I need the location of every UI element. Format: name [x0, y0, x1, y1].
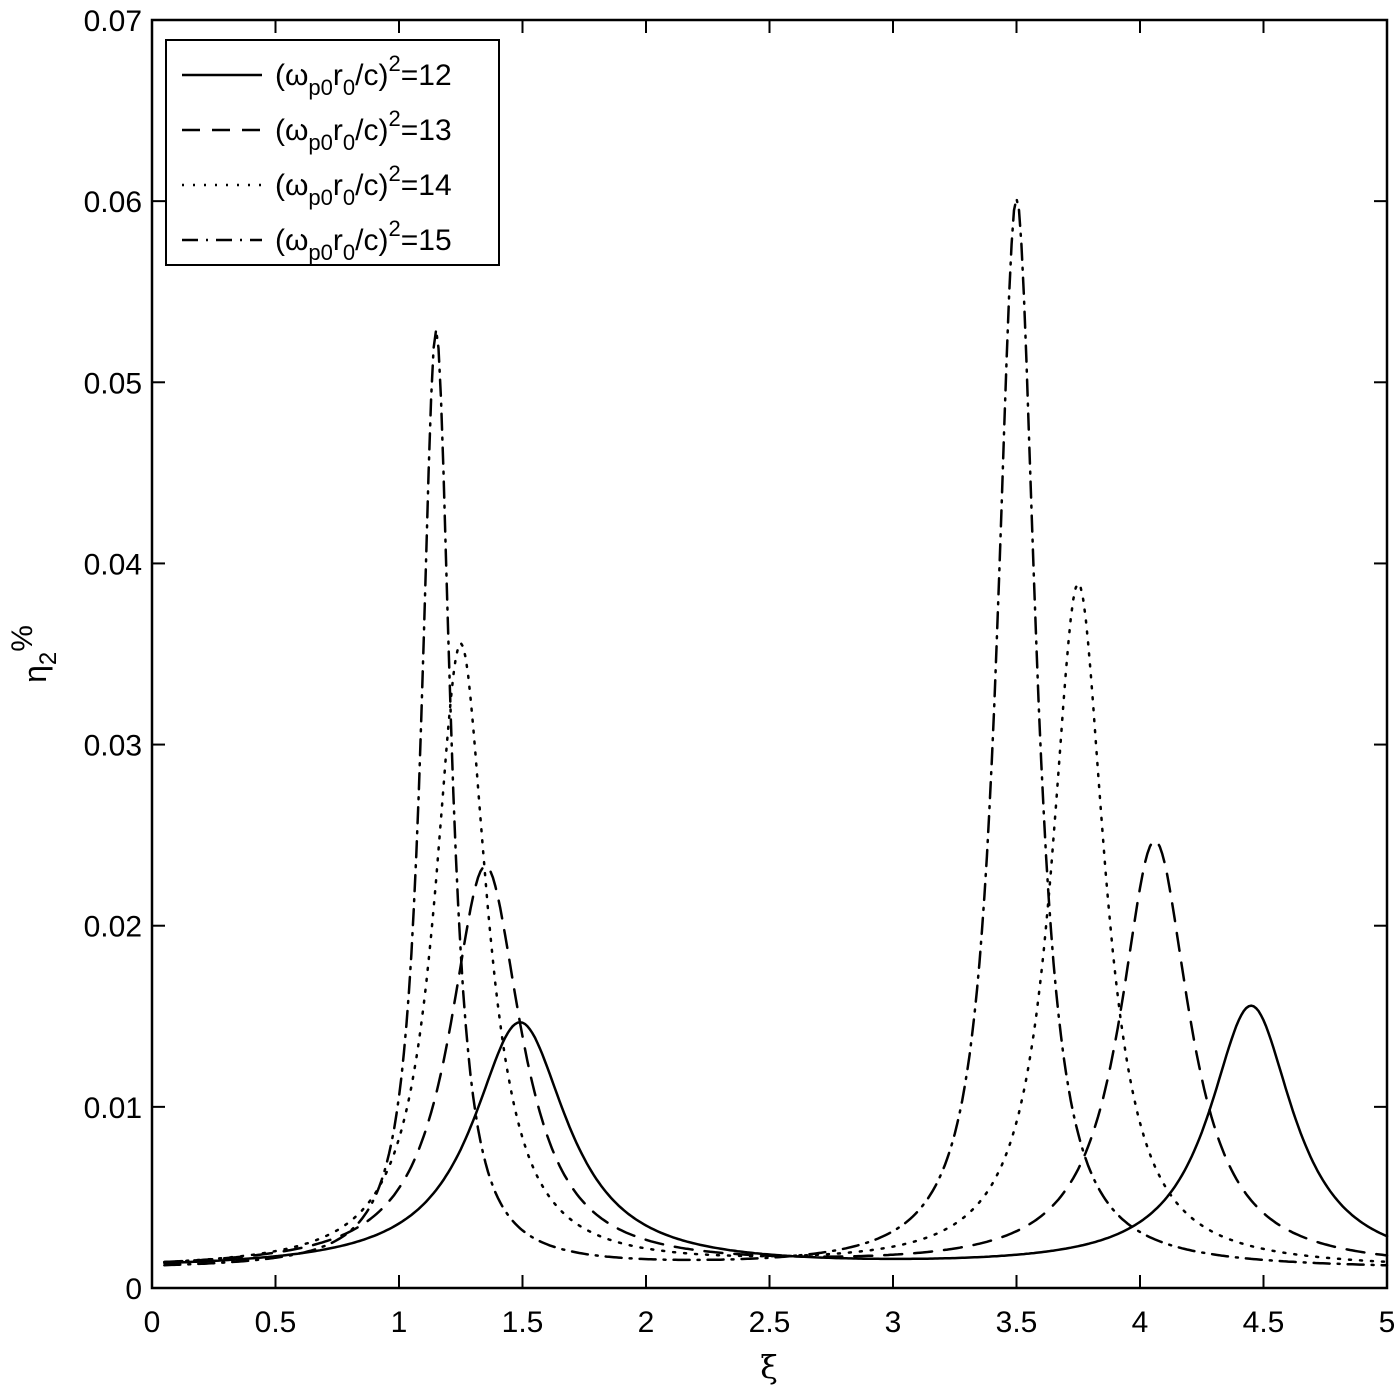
series-line-dotted — [163, 581, 1389, 1264]
x-tick-label: 4 — [1132, 1306, 1149, 1339]
legend-label: (ωp0r0/c)2=14 — [275, 161, 452, 210]
y-tick-label: 0.04 — [84, 548, 142, 581]
x-tick-label: 3 — [885, 1306, 902, 1339]
x-tick-label: 0.5 — [255, 1306, 297, 1339]
x-tick-label: 0 — [144, 1306, 161, 1339]
plot-curves — [163, 198, 1389, 1267]
x-tick-label: 4.5 — [1243, 1306, 1285, 1339]
x-tick-label: 3.5 — [996, 1306, 1038, 1339]
series-line-dash-dot — [163, 198, 1389, 1267]
y-axis-label-sup: % — [6, 625, 39, 652]
x-axis-label: ξ — [760, 1348, 778, 1386]
y-tick-label: 0.06 — [84, 186, 142, 219]
y-tick-label: 0.05 — [84, 367, 142, 400]
legend-label: (ωp0r0/c)2=13 — [275, 106, 452, 155]
x-tick-label: 5 — [1379, 1306, 1396, 1339]
y-axis-label-main: η — [17, 665, 53, 683]
y-axis-label-sub: 2 — [35, 652, 62, 665]
legend-label: (ωp0r0/c)2=15 — [275, 216, 452, 265]
legend-label: (ωp0r0/c)2=12 — [275, 51, 452, 100]
y-axis-label: η2% — [6, 625, 62, 683]
y-tick-label: 0.01 — [84, 1092, 142, 1125]
x-tick-label: 2.5 — [749, 1306, 791, 1339]
svg-text:η2%: η2% — [6, 625, 62, 683]
y-axis-ticks: 0 0.01 0.02 0.03 0.04 0.05 0.06 0.07 — [84, 5, 1387, 1306]
x-tick-label: 1.5 — [502, 1306, 544, 1339]
y-tick-label: 0.03 — [84, 730, 142, 763]
y-tick-label: 0.02 — [84, 911, 142, 944]
x-axis-ticks: 0 0.5 1 1.5 2 2.5 3 3.5 4 4.5 5 — [144, 20, 1396, 1339]
y-tick-label: 0 — [125, 1273, 142, 1306]
y-tick-label: 0.07 — [84, 5, 142, 38]
legend-box — [165, 39, 500, 266]
series-line-dashed — [163, 839, 1389, 1264]
x-tick-label: 2 — [638, 1306, 655, 1339]
x-tick-label: 1 — [391, 1306, 408, 1339]
legend: (ωp0r0/c)2=12 (ωp0r0/c)2=13 (ωp0r0/c)2=14 (… — [165, 39, 500, 266]
